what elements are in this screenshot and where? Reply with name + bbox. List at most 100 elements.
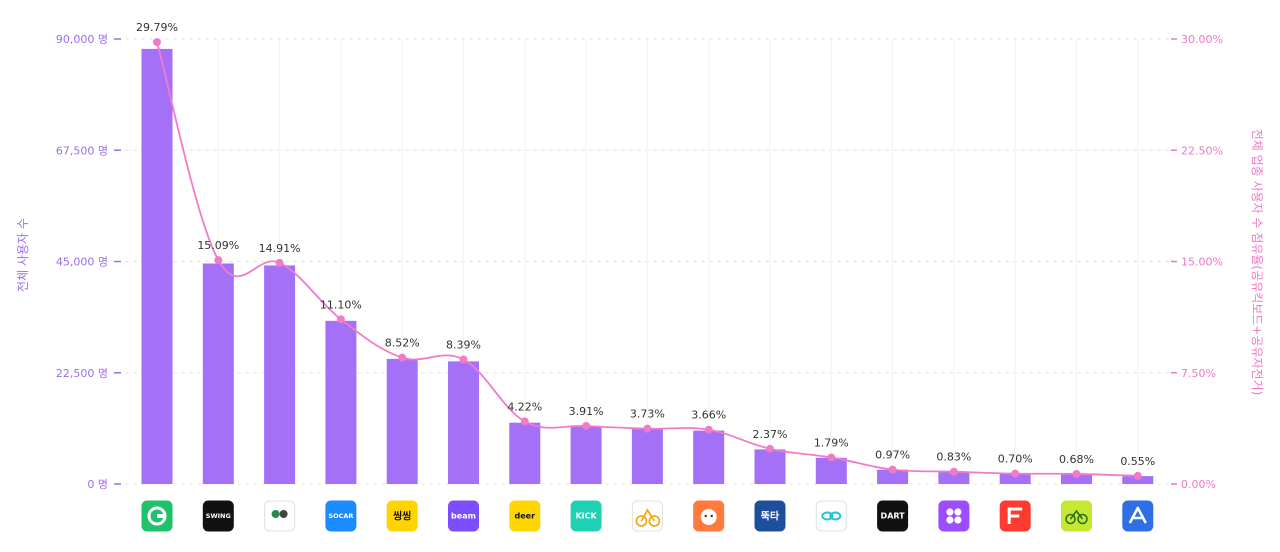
bar [815, 457, 847, 484]
kick-icon: KICK [570, 500, 602, 532]
glyph [640, 508, 656, 522]
ttukta-icon: 뚝타 [754, 500, 786, 532]
icon-label: SOCAR [328, 512, 353, 520]
share-point [153, 38, 161, 47]
glyph [1077, 513, 1088, 525]
dart-icon: DART [877, 500, 909, 532]
glyph [829, 511, 842, 521]
icon-label: beam [451, 512, 476, 521]
share-point [520, 417, 529, 426]
beam-icon: beam [448, 500, 479, 532]
share-data-label: 0.68% [1059, 453, 1094, 466]
share-point [582, 422, 591, 431]
icon-tile [938, 500, 970, 532]
icon-tile [877, 500, 909, 532]
y-tick-label-right: 30.00% [1181, 33, 1223, 46]
icon-tile [1122, 500, 1154, 532]
glyph [1007, 507, 1023, 524]
icon-tile [1061, 500, 1092, 532]
share-data-label: 3.66% [691, 409, 726, 422]
share-data-label: 29.79% [136, 21, 178, 34]
share-point [888, 465, 897, 474]
bar [202, 263, 234, 484]
icon-label: DART [881, 512, 906, 521]
share-point [704, 425, 713, 434]
bar [386, 358, 418, 484]
icon-tile [570, 500, 602, 532]
share-point [1011, 469, 1020, 478]
icon-tile [754, 500, 786, 532]
glyph [954, 508, 962, 516]
glyph [710, 514, 713, 518]
cat-face-icon [693, 500, 725, 532]
bar [754, 449, 786, 484]
share-data-label: 3.73% [630, 408, 665, 421]
share-point [459, 355, 468, 364]
bar [509, 422, 541, 484]
icon-tile [386, 500, 418, 532]
ssing-ssing-icon: 씽씽 [386, 500, 418, 532]
share-data-label: 11.10% [320, 298, 362, 311]
y-tick-label-left: 90,000 명 [56, 33, 108, 46]
glyph [157, 514, 165, 518]
bar [325, 320, 357, 484]
glyph [1128, 506, 1147, 524]
glyph [946, 516, 954, 524]
glyph [700, 509, 717, 525]
share-point [336, 315, 345, 324]
share-data-label: 8.52% [385, 337, 420, 350]
share-data-label: 8.39% [446, 339, 481, 352]
icon-label: KICK [575, 512, 597, 521]
deer-icon: deer [509, 500, 541, 532]
y-tick-label-right: 7.50% [1181, 367, 1216, 380]
y-tick-label-left: 45,000 명 [56, 256, 108, 269]
icon-tile [631, 500, 663, 532]
bar [570, 426, 602, 484]
share-point [827, 453, 836, 462]
y-axis-title-left: 전체 사용자 수 [16, 218, 30, 292]
icon-tile [325, 500, 357, 532]
share-point [275, 258, 284, 267]
glyph [946, 508, 954, 516]
bar [141, 48, 173, 485]
y-tick-label-right: 22.50% [1181, 144, 1223, 157]
share-data-label: 2.37% [753, 428, 788, 441]
g-logo-icon [141, 500, 173, 532]
share-data-label: 0.70% [998, 453, 1033, 466]
share-point [214, 256, 223, 265]
f-logo-icon [999, 500, 1031, 532]
share-data-label: 0.55% [1120, 455, 1155, 468]
y-tick-label-right: 0.00% [1181, 478, 1216, 491]
share-point [1133, 471, 1142, 480]
glyph [704, 514, 707, 518]
icon-label: 씽씽 [393, 509, 411, 522]
y-tick-label-right: 15.00% [1181, 256, 1223, 269]
bar [1061, 474, 1092, 484]
bar [264, 265, 296, 484]
share-point [643, 424, 652, 433]
share-point [949, 467, 958, 476]
icon-label: SWING [206, 512, 231, 520]
share-point [398, 353, 407, 362]
share-point [1072, 469, 1081, 478]
icon-label: 뚝타 [761, 509, 780, 522]
share-data-label: 0.97% [875, 449, 910, 462]
glyph [635, 515, 648, 527]
share-data-label: 1.79% [814, 436, 849, 449]
icon-tile [264, 500, 296, 532]
y-axis-title-right: 전체 업종 사용자 수 점유율(공유킥보드+공유자전거) [1250, 129, 1264, 396]
bar [938, 471, 970, 484]
bar [631, 429, 663, 484]
bicycle-icon [631, 500, 663, 532]
glyph [271, 510, 280, 518]
swing-logo-icon: SWING [202, 500, 234, 532]
glyph [279, 510, 288, 518]
flower-x-icon [938, 500, 970, 532]
glyph [1069, 509, 1084, 520]
socar-elecle-icon: SOCAR [325, 500, 357, 532]
glyph [954, 516, 962, 524]
green-bike-icon [1061, 500, 1092, 532]
glyph [821, 511, 834, 521]
